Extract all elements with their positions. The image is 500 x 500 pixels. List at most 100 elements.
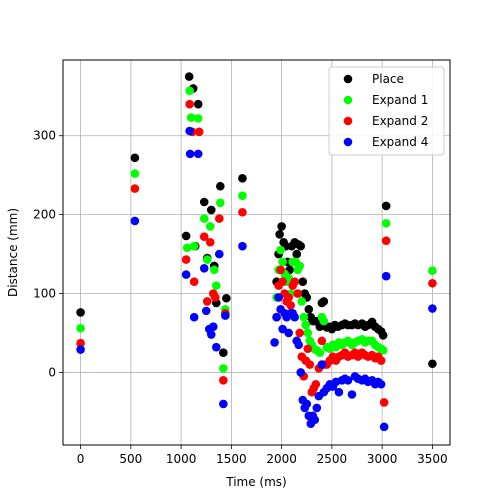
data-point [381,271,391,281]
data-point [130,184,140,193]
data-points [76,72,437,432]
data-point [202,255,212,264]
legend-label: Place [372,72,404,86]
data-point [181,231,191,241]
data-point [238,191,247,200]
data-point [199,263,209,273]
data-point [206,205,216,215]
plot-frame [62,59,451,446]
data-point [296,241,306,251]
x-tick-label: 1000 [166,452,197,466]
data-point [181,255,191,264]
x-tick-label: 3500 [417,452,448,466]
data-point [277,222,286,231]
legend-marker [343,137,353,147]
data-point [208,322,218,331]
data-point [238,207,247,217]
data-point [290,312,299,322]
data-point [302,399,312,409]
data-point [428,266,437,275]
data-point [286,301,295,310]
data-point [299,312,309,322]
data-point [210,293,220,302]
data-point [284,328,293,338]
data-point [199,197,209,207]
data-point [130,216,140,226]
data-point [275,230,284,239]
data-point [428,278,437,288]
y-tick-label: 0 [48,365,56,379]
data-point [381,201,391,211]
y-tick-label: 200 [33,208,56,222]
data-point [305,360,315,369]
x-tick-label: 3000 [367,452,398,466]
data-point [76,338,85,348]
data-point [201,306,211,316]
data-point [334,387,344,397]
y-tick-label: 100 [33,287,56,301]
data-point [376,379,386,389]
data-point [189,241,199,251]
data-point [205,222,215,231]
data-point [211,281,221,290]
x-tick-label: 0 [77,452,85,466]
data-point [270,338,279,347]
data-point [181,270,191,279]
data-point [317,336,327,346]
data-point [295,328,305,338]
data-point [209,265,219,275]
legend-marker [343,95,353,105]
data-point [238,241,247,251]
data-point [284,293,293,302]
data-point [343,376,353,385]
data-point [379,422,389,432]
data-point [186,113,196,122]
data-point [428,359,437,369]
data-point [303,344,313,354]
data-point [219,364,228,373]
data-point [189,312,199,322]
data-point [381,236,391,245]
data-point [319,316,329,326]
data-point [294,340,304,350]
data-point [274,293,283,302]
data-point [219,399,228,409]
data-point [216,198,225,208]
legend: Place Expand 1 Expand 2 Expand 4 [328,66,445,156]
data-point [219,376,228,385]
data-point [292,249,302,259]
x-tick-label: 2000 [266,452,297,466]
data-point [272,312,281,322]
legend-label: Expand 1 [372,93,428,107]
data-point [130,153,140,163]
data-point [428,304,437,313]
data-point [278,277,287,286]
data-point [193,114,203,123]
data-point [312,403,322,413]
data-point [185,86,194,96]
data-point [298,277,308,286]
legend-marker [343,74,353,84]
data-point [290,277,299,286]
x-axis-title: Time (ms) [225,475,287,489]
y-tick-label: 300 [33,129,56,143]
data-point [194,127,204,137]
data-point [216,181,225,191]
data-point [304,305,314,314]
legend-marker [343,116,353,126]
legend-label: Expand 4 [372,135,428,149]
data-point [205,237,215,247]
data-point [293,289,303,298]
data-point [303,328,313,338]
data-point [301,320,311,330]
data-point [193,149,203,159]
data-point [276,265,285,275]
data-point [278,257,287,267]
data-point [319,297,329,306]
axis-ticks: 0 500 1000 1500 2000 2500 3000 3500 0 100 200 300 [33,129,448,466]
data-point [378,331,388,340]
data-point [297,297,307,306]
data-point [215,214,224,223]
data-point [182,243,192,253]
